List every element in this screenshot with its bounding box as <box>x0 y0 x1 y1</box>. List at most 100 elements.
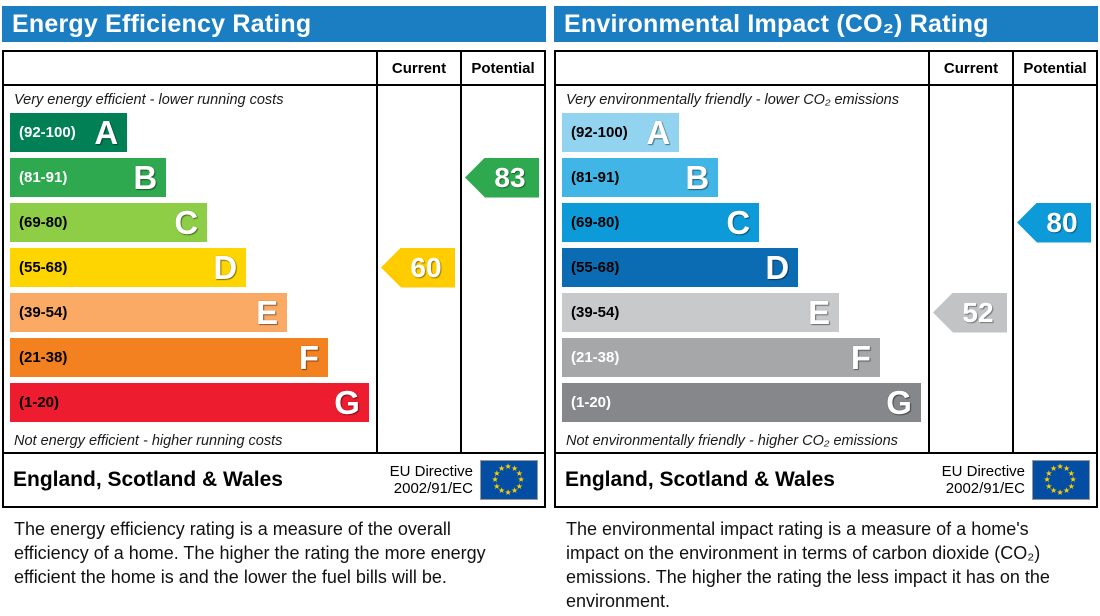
band-range-label: (55-68) <box>19 259 68 276</box>
rating-panel: Energy Efficiency Rating Current Potenti… <box>2 0 546 613</box>
eu-directive-label: EU Directive 2002/91/EC <box>942 463 1025 497</box>
eu-flag-icon: ★ ★ ★ ★ ★ ★ ★ ★ ★ ★ ★ ★ <box>480 460 538 500</box>
band-bar-e: (39-54) E <box>562 293 840 332</box>
band-range-label: (69-80) <box>571 214 620 231</box>
panel-title: Energy Efficiency Rating <box>12 9 312 38</box>
eu-flag-star: ★ <box>498 463 506 473</box>
band-letter: F <box>850 338 872 376</box>
eu-flag-star: ★ <box>1069 475 1077 484</box>
band-letter: A <box>94 113 119 151</box>
band-letter: B <box>685 158 710 196</box>
band-bar-f: (21-38) F <box>562 338 881 377</box>
band-bar-c: (69-80) C <box>562 203 760 242</box>
eu-directive-line2: 2002/91/EC <box>945 480 1025 497</box>
eu-flag-star: ★ <box>1045 481 1053 491</box>
current-column-header: Current <box>376 52 460 84</box>
rating-description: The energy efficiency rating is a measur… <box>14 519 486 587</box>
band-letter: D <box>213 248 238 286</box>
band-bar-a: (92-100) A <box>562 113 680 152</box>
eu-flag-star: ★ <box>491 475 499 484</box>
band-bar-b: (81-91) B <box>562 158 719 197</box>
band-letter: G <box>886 383 912 421</box>
eu-flag-star: ★ <box>517 475 525 484</box>
eu-flag-star: ★ <box>515 468 523 478</box>
band-bar-e: (39-54) E <box>10 293 288 332</box>
eu-flag-star: ★ <box>1063 463 1071 473</box>
eu-flag-icon: ★ ★ ★ ★ ★ ★ ★ ★ ★ ★ ★ ★ <box>1032 460 1090 500</box>
bands-grid: Very energy efficient - lower running co… <box>4 86 544 452</box>
eu-flag-star: ★ <box>493 468 501 478</box>
band-range-label: (55-68) <box>571 259 620 276</box>
band-range-label: (92-100) <box>571 124 628 141</box>
potential-column-header: Potential <box>1012 52 1096 84</box>
rating-table: Current Potential Very energy efficient … <box>2 50 546 454</box>
band-letter: E <box>256 293 279 331</box>
band-range-label: (1-20) <box>571 394 612 411</box>
band-letter: F <box>298 338 320 376</box>
bottom-caption: Not environmentally friendly - higher CO… <box>566 433 898 449</box>
region-label: England, Scotland & Wales <box>13 468 283 491</box>
eu-flag-star: ★ <box>515 481 523 491</box>
eu-flag-star: ★ <box>1056 462 1064 471</box>
rating-description: The environmental impact rating is a mea… <box>566 519 1050 611</box>
band-letter: A <box>646 113 671 151</box>
band-range-label: (1-20) <box>19 394 60 411</box>
top-caption: Very environmentally friendly - lower CO… <box>566 92 899 108</box>
rating-panel: Environmental Impact (CO₂) Rating Curren… <box>554 0 1098 613</box>
eu-flag-star: ★ <box>498 486 506 496</box>
current-column <box>928 86 1012 452</box>
panel-title-bar: Environmental Impact (CO₂) Rating <box>554 6 1098 42</box>
potential-column-header: Potential <box>460 52 544 84</box>
eu-flag-star: ★ <box>1043 475 1051 484</box>
eu-directive-label: EU Directive 2002/91/EC <box>390 463 473 497</box>
band-bar-f: (21-38) F <box>10 338 329 377</box>
band-bar-d: (55-68) D <box>10 248 247 287</box>
current-column-header: Current <box>928 52 1012 84</box>
band-bar-a: (92-100) A <box>10 113 128 152</box>
eu-directive-line2: 2002/91/EC <box>393 480 473 497</box>
current-column <box>376 86 460 452</box>
band-letter: G <box>334 383 360 421</box>
footer-bar: England, Scotland & Wales EU Directive 2… <box>2 454 546 508</box>
band-letter: C <box>726 203 751 241</box>
region-label: England, Scotland & Wales <box>565 468 835 491</box>
table-header-row: Current Potential <box>4 52 544 86</box>
eu-flag-star: ★ <box>493 481 501 491</box>
eu-flag-star: ★ <box>1050 486 1058 496</box>
potential-column <box>460 86 544 452</box>
band-range-label: (69-80) <box>19 214 68 231</box>
panel-title-bar: Energy Efficiency Rating <box>2 6 546 42</box>
band-letter: C <box>174 203 199 241</box>
band-column-header <box>4 52 376 84</box>
band-letter: E <box>808 293 831 331</box>
band-bar-g: (1-20) G <box>562 383 921 422</box>
bottom-caption: Not energy efficient - higher running co… <box>14 433 283 449</box>
eu-flag-star: ★ <box>504 462 512 471</box>
band-range-label: (92-100) <box>19 124 76 141</box>
rating-table: Current Potential Very environmentally f… <box>554 50 1098 454</box>
top-caption: Very energy efficient - lower running co… <box>14 92 284 108</box>
band-range-label: (81-91) <box>571 169 620 186</box>
eu-directive-line1: EU Directive <box>389 463 473 480</box>
eu-flag-star: ★ <box>1067 481 1075 491</box>
band-range-label: (81-91) <box>19 169 68 186</box>
eu-flag-star: ★ <box>1056 488 1064 497</box>
eu-flag-star: ★ <box>1050 463 1058 473</box>
eu-flag-star: ★ <box>1067 468 1075 478</box>
panel-title: Environmental Impact (CO₂) Rating <box>564 9 989 38</box>
eu-directive-line1: EU Directive <box>941 463 1025 480</box>
band-bar-b: (81-91) B <box>10 158 167 197</box>
eu-flag-star: ★ <box>504 488 512 497</box>
band-range-label: (39-54) <box>19 304 68 321</box>
footer-bar: England, Scotland & Wales EU Directive 2… <box>554 454 1098 508</box>
band-letter: B <box>133 158 158 196</box>
table-header-row: Current Potential <box>556 52 1096 86</box>
band-bar-c: (69-80) C <box>10 203 208 242</box>
eu-flag-star: ★ <box>1045 468 1053 478</box>
band-range-label: (21-38) <box>19 349 68 366</box>
eu-flag-star: ★ <box>511 463 519 473</box>
bands-grid: Very environmentally friendly - lower CO… <box>556 86 1096 452</box>
band-bar-d: (55-68) D <box>562 248 799 287</box>
band-range-label: (21-38) <box>571 349 620 366</box>
